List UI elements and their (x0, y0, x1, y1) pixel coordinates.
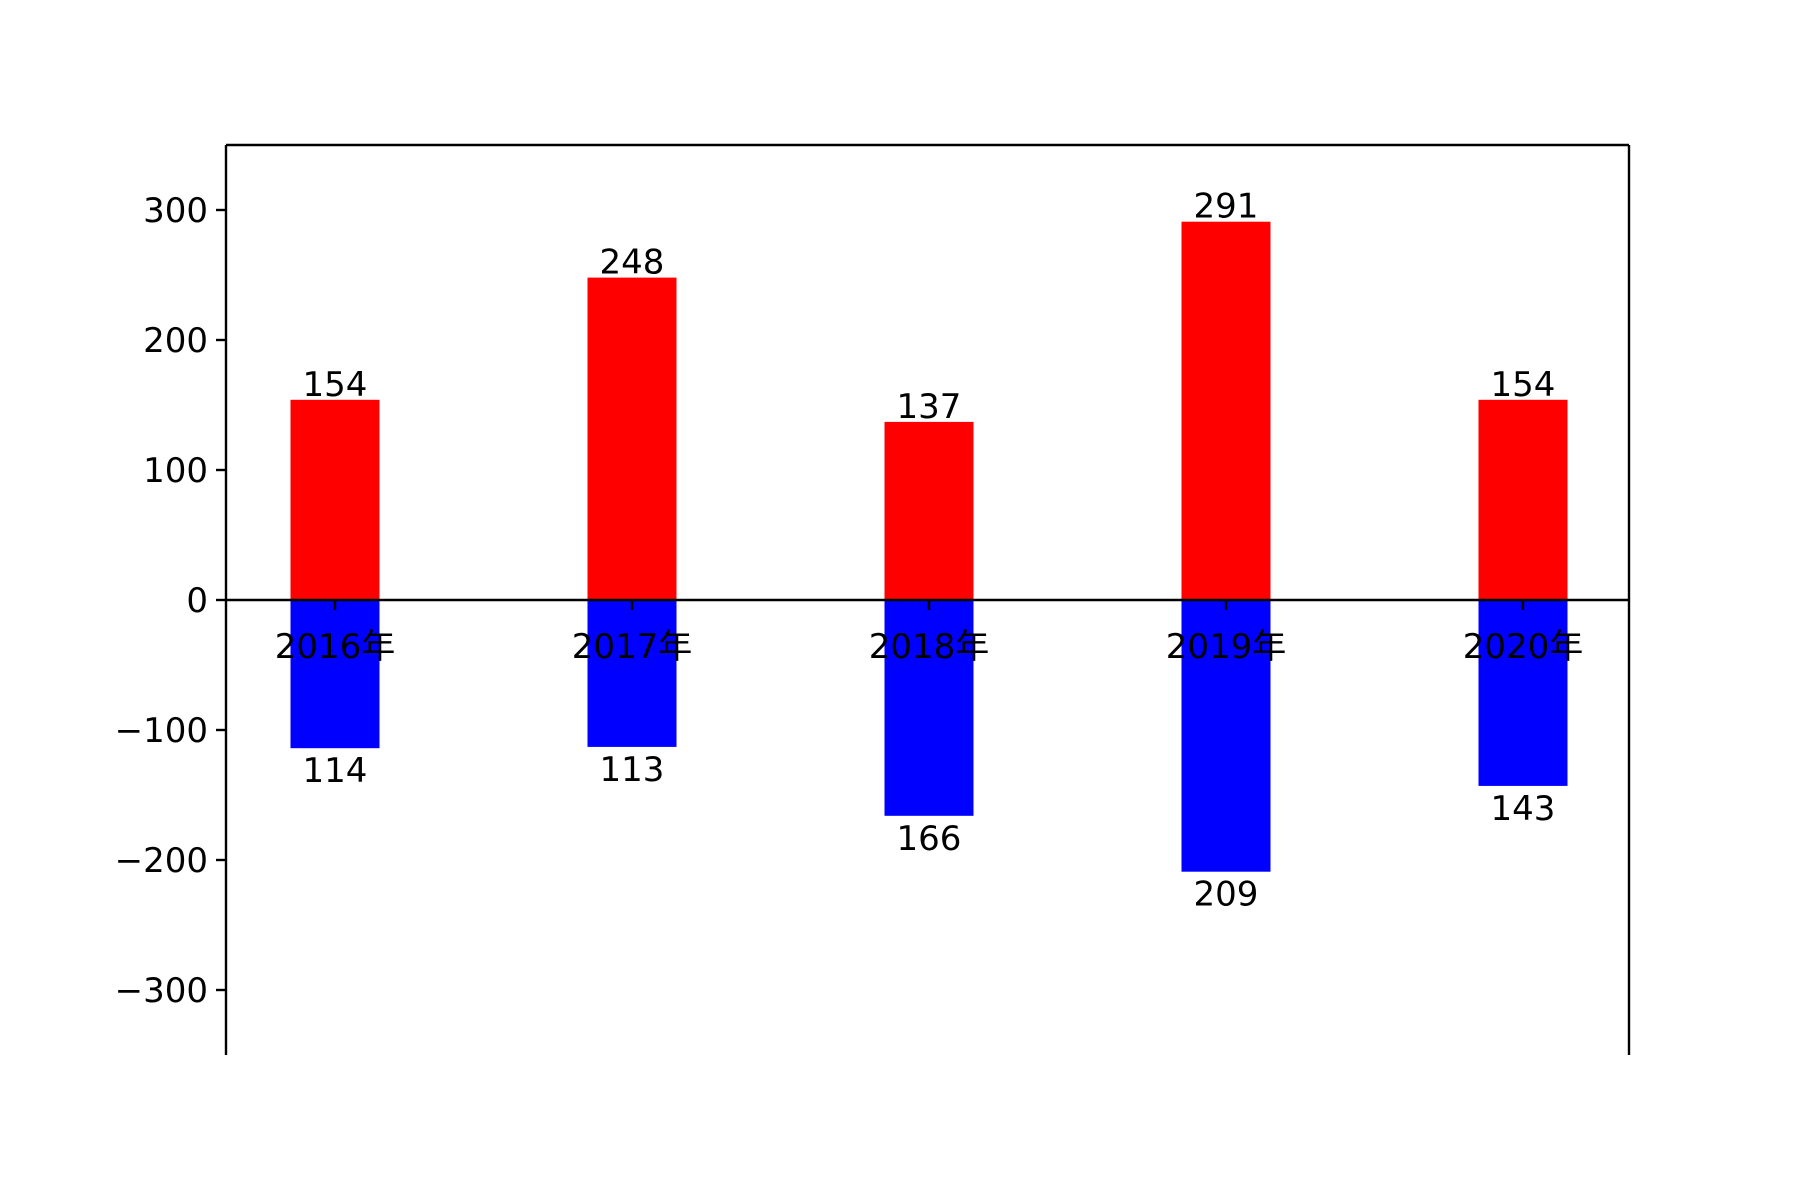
x-tick-label: 2017年 (572, 627, 693, 667)
positive-data-label: 291 (1194, 187, 1259, 227)
negative-bar-3 (884, 600, 974, 816)
positive-bar-2 (587, 277, 677, 600)
negative-bar-5 (1478, 600, 1568, 786)
bars-layer (290, 221, 1568, 872)
x-tick-label: 2018年 (869, 627, 990, 667)
x-tick-label: 2016年 (275, 627, 396, 667)
negative-data-label: 143 (1491, 789, 1556, 829)
negative-bar-4 (1181, 600, 1271, 872)
positive-bar-1 (290, 399, 380, 600)
positive-bar-4 (1181, 221, 1271, 600)
positive-data-label: 248 (600, 243, 665, 283)
x-tick-label: 2020年 (1463, 627, 1584, 667)
negative-data-label: 114 (303, 751, 368, 791)
positive-data-label: 154 (1491, 365, 1556, 405)
y-tick-label: −300 (115, 971, 208, 1011)
y-tick-label: 0 (186, 581, 208, 621)
positive-data-label: 154 (303, 365, 368, 405)
labels-layer: −300 −200 −100 0 100 200 300 2016年 2017年 2018年 201… (115, 187, 1584, 1011)
negative-bar-2 (587, 600, 677, 747)
y-tick-label: 300 (143, 191, 208, 231)
positive-data-label: 137 (897, 387, 962, 427)
y-tick-label: −100 (115, 711, 208, 751)
negative-data-label: 166 (897, 819, 962, 859)
negative-bar-1 (290, 600, 380, 749)
positive-bar-3 (884, 421, 974, 600)
negative-data-label: 209 (1194, 875, 1259, 915)
y-tick-label: −200 (115, 841, 208, 881)
y-tick-label: 100 (143, 451, 208, 491)
x-tick-label: 2019年 (1166, 627, 1287, 667)
y-tick-label: 200 (143, 321, 208, 361)
negative-data-label: 113 (600, 750, 665, 790)
positive-bar-5 (1478, 399, 1568, 600)
axes-layer (216, 143, 1631, 1055)
